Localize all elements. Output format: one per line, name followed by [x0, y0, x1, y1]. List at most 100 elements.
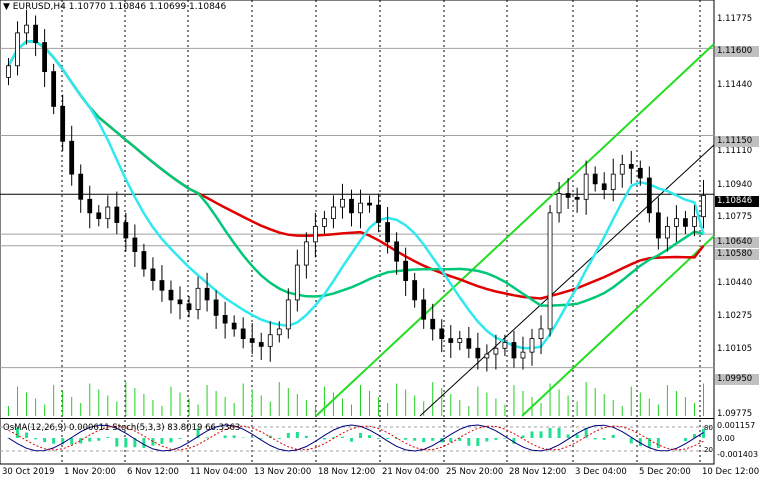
osma-bar [223, 435, 227, 438]
osma-bar [133, 438, 137, 448]
candle-body [367, 202, 372, 206]
osma-bar [422, 438, 426, 443]
candle-body [24, 24, 29, 34]
osma-bar [656, 438, 660, 448]
price-tick: 1.11775 [717, 14, 753, 24]
osc-scale-top: 0.001157 [717, 421, 756, 430]
candle-body [511, 342, 517, 359]
candle-body [683, 218, 688, 227]
candle-body [701, 195, 706, 218]
candle-body [258, 342, 264, 347]
osma-bar [43, 438, 47, 443]
osma-bar [521, 435, 525, 438]
candle-body [475, 347, 481, 359]
candle-body [222, 314, 228, 324]
candle-body [394, 241, 400, 262]
time-label: 18 Nov 12:00 [318, 467, 376, 477]
candle-body [619, 164, 625, 175]
osma-bar [61, 438, 65, 445]
osc-scale-bottom: -0.001403 [717, 450, 759, 459]
candle-body [502, 342, 508, 349]
osma-bar [539, 431, 543, 438]
candle-body [674, 218, 679, 227]
candle-body [15, 32, 20, 67]
channel-upper-line [315, 43, 715, 417]
osc-scale-zero: 0.00 [717, 434, 735, 443]
osma-bar [16, 428, 20, 438]
stoch-level-20: 20 [704, 446, 713, 454]
chart-title: ▼ EURUSD,H4 1.10770 1.10846 1.10699 1.10… [3, 2, 226, 13]
stoch-level-80: 80 [704, 424, 713, 432]
candle-body [33, 24, 38, 43]
osma-bar [584, 428, 588, 438]
level-label-1.11600: 1.11600 [715, 46, 759, 57]
candle-body [358, 202, 363, 214]
osma-bar [34, 438, 38, 440]
osma-bar [611, 434, 615, 438]
candle-body [565, 193, 571, 198]
candle-body [448, 338, 454, 343]
candle-body [78, 173, 84, 200]
osma-bar [295, 431, 299, 438]
osma-bar [566, 434, 570, 438]
candle-body [150, 268, 156, 281]
candle-body [213, 299, 219, 316]
channel-lower-line [521, 235, 715, 417]
osma-bar [377, 438, 381, 439]
osma-bar [449, 438, 453, 443]
osma-bar [647, 438, 651, 448]
osma-bar [25, 432, 29, 438]
osma-bar [413, 438, 417, 441]
osma-bar [701, 428, 705, 438]
ma-cyan-line [7, 40, 705, 350]
osma-bar [494, 438, 498, 440]
symbol-label: EURUSD,H4 [12, 2, 66, 12]
time-label: 10 Dec 12:00 [702, 467, 760, 477]
candle-body [51, 71, 57, 107]
candle-body [412, 280, 418, 301]
osma-bar [692, 434, 696, 438]
candle-body [340, 198, 345, 208]
candle-body [322, 218, 327, 227]
osma-bar [142, 438, 146, 448]
candle-body [204, 287, 210, 301]
osma-bar [259, 438, 263, 439]
time-label: 28 Nov 12:00 [509, 467, 567, 477]
candle-body [547, 212, 553, 330]
osma-bar [386, 438, 390, 440]
time-label: 13 Nov 20:00 [254, 467, 312, 477]
candle-body [466, 338, 472, 349]
dropdown-arrow-icon[interactable]: ▼ [3, 2, 10, 12]
candle-body [655, 212, 661, 239]
candle-body [240, 328, 246, 340]
candle-body [231, 322, 237, 330]
osma-bar [70, 438, 74, 445]
candle-body [484, 353, 490, 359]
candle-body [439, 328, 445, 340]
ma-green-line [7, 40, 704, 307]
candle-body [385, 222, 390, 243]
osma-bar [331, 437, 335, 438]
candle-body [376, 204, 381, 223]
level-label-1.09950: 1.09950 [715, 374, 759, 385]
osma-bar [196, 428, 200, 438]
osma-bar [205, 437, 209, 438]
candle-body [312, 225, 318, 243]
candle-body [96, 212, 102, 220]
candle-body [592, 173, 598, 185]
candle-body [267, 334, 273, 347]
candle-body [195, 287, 201, 310]
osma-bar [458, 438, 462, 441]
osma-bar [638, 438, 642, 446]
candle-body [168, 289, 174, 301]
level-label-1.11150: 1.11150 [715, 136, 759, 147]
osma-bar [304, 435, 308, 438]
level-label-1.10640: 1.10640 [715, 237, 759, 248]
candle-body [457, 338, 463, 343]
oscillator-title: OsMA(12,26,9) 0.000611 Stoch(5,3,3) 83.8… [3, 423, 241, 433]
candle-body [123, 222, 129, 239]
price-tick: 1.10275 [717, 311, 753, 321]
candle-body [141, 251, 147, 270]
osma-bar [395, 438, 399, 440]
